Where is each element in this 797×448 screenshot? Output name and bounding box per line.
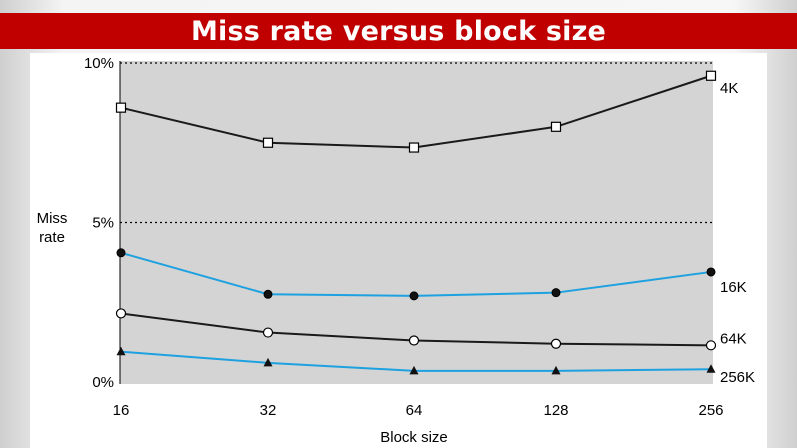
data-point-marker (116, 346, 126, 356)
title-bar: Miss rate versus block size (0, 13, 797, 49)
series-4K: 4K (115, 70, 738, 153)
y-tick-labels: 10% 5% 0% (84, 55, 114, 391)
data-point-marker (408, 142, 420, 153)
y-tick-label: 5% (92, 215, 114, 232)
x-tick-label: 32 (260, 402, 277, 419)
x-tick-label: 128 (543, 402, 568, 419)
data-point-marker (409, 365, 419, 375)
series-label: 64K (720, 330, 747, 347)
data-point-marker (706, 267, 716, 277)
series-label: 16K (720, 279, 747, 296)
y-tick-label: 10% (84, 55, 114, 72)
data-point-marker (550, 121, 562, 132)
data-point-marker (706, 364, 716, 373)
series-label: 256K (720, 369, 755, 386)
x-tick-label: 16 (113, 402, 130, 419)
x-tick-label: 64 (406, 402, 423, 419)
y-axis-label-line2: rate (39, 229, 65, 246)
data-point-marker (705, 340, 717, 351)
series-group: 4K 16K 64K 256K (115, 70, 755, 386)
x-axis-label: Block size (380, 429, 448, 446)
slide-title: Miss rate versus block size (190, 15, 607, 47)
data-point-marker (263, 289, 273, 299)
chart-figure: 10% 5% 0% 16 32 64 128 256 4K 16K 64K 256K Miss r… (30, 53, 767, 448)
series-label: 4K (720, 80, 738, 97)
data-point-marker (115, 102, 127, 113)
miss-rate-chart: 10% 5% 0% 16 32 64 128 256 4K 16K 64K 256K Miss r… (37, 55, 755, 446)
data-point-marker (551, 365, 561, 375)
y-tick-label: 0% (92, 374, 114, 391)
data-point-marker (408, 335, 420, 346)
data-point-marker (551, 288, 561, 298)
data-point-marker (115, 308, 127, 319)
series-256K: 256K (116, 346, 755, 386)
series-64K: 64K (115, 308, 747, 351)
series-16K: 16K (116, 248, 747, 301)
data-point-marker (262, 137, 274, 148)
data-point-marker (263, 357, 273, 367)
y-axis-label-line1: Miss (37, 210, 68, 227)
grid-lines (120, 62, 713, 224)
data-point-marker (262, 327, 274, 338)
data-point-marker (550, 338, 562, 349)
x-tick-labels: 16 32 64 128 256 (113, 402, 724, 419)
x-tick-label: 256 (698, 402, 723, 419)
data-point-marker (409, 291, 419, 301)
data-point-marker (116, 248, 126, 258)
data-point-marker (705, 70, 717, 81)
